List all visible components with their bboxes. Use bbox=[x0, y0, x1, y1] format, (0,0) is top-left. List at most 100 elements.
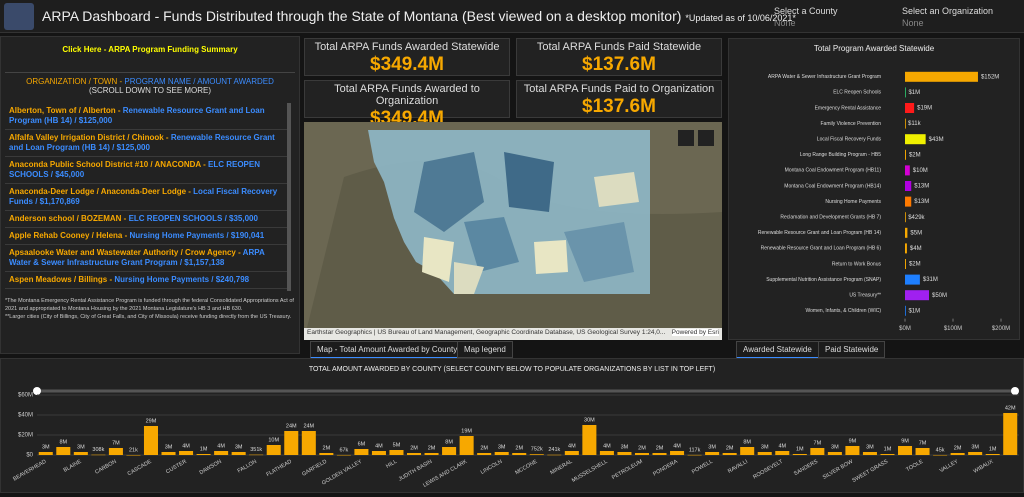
bookmark-button[interactable] bbox=[698, 130, 714, 146]
x-tick-label: PETROLEUM bbox=[611, 459, 644, 482]
value-label: 2M bbox=[428, 445, 436, 451]
org-item[interactable]: Anaconda-Deer Lodge / Anaconda-Deer Lodg… bbox=[5, 184, 287, 211]
slider-handle[interactable] bbox=[1011, 387, 1019, 395]
category-label: Local Fiscal Recovery Funds bbox=[817, 137, 882, 143]
value-label: 4M bbox=[603, 443, 611, 449]
bar bbox=[915, 448, 930, 455]
category-label: ELC Reopen Schools bbox=[833, 90, 881, 96]
y-tick-label: $40M bbox=[18, 413, 33, 419]
bar bbox=[905, 274, 920, 285]
bar bbox=[845, 446, 860, 455]
bar bbox=[670, 451, 685, 455]
bar bbox=[634, 453, 649, 455]
county-region bbox=[594, 172, 639, 207]
category-label: Reclamation and Development Grants (HB 7… bbox=[780, 215, 881, 221]
value-label: 1M bbox=[200, 446, 208, 452]
tab[interactable]: Paid Statewide bbox=[818, 341, 886, 358]
kpi: Total ARPA Funds Paid Statewide $137.6M bbox=[516, 38, 722, 76]
value-label: 3M bbox=[866, 444, 874, 450]
bar bbox=[898, 446, 913, 455]
value-label: 7M bbox=[919, 440, 927, 446]
org-item[interactable]: Anderson school / BOZEMAN - ELC REOPEN S… bbox=[5, 211, 287, 228]
org-name: Anderson school / BOZEMAN - bbox=[9, 214, 129, 223]
x-tick-label: SANDERS bbox=[793, 459, 819, 478]
bar bbox=[950, 453, 965, 455]
value-label: 8M bbox=[445, 439, 453, 445]
org-item[interactable]: Apsaalooke Water and Wastewater Authorit… bbox=[5, 245, 287, 272]
value-label: 3M bbox=[621, 444, 629, 450]
bar bbox=[442, 447, 457, 455]
county-region bbox=[464, 217, 519, 272]
bar bbox=[407, 453, 422, 455]
bar bbox=[266, 445, 281, 455]
org-list[interactable]: Alberton, Town of / Alberton - Renewable… bbox=[5, 103, 291, 291]
bar bbox=[56, 447, 71, 455]
value-label: 8M bbox=[743, 439, 751, 445]
bar bbox=[905, 71, 978, 82]
bar bbox=[319, 453, 334, 455]
x-tick-label: RAVALLI bbox=[727, 459, 749, 475]
category-label: US Treasury** bbox=[849, 293, 881, 299]
bar bbox=[905, 243, 907, 254]
value-label: 3M bbox=[971, 444, 979, 450]
bar bbox=[389, 450, 404, 455]
org-name: Alfalfa Valley Irrigation District / Chi… bbox=[9, 133, 171, 142]
logo bbox=[4, 3, 34, 30]
summary-link[interactable]: Click Here - ARPA Program Funding Summar… bbox=[62, 45, 238, 54]
bar bbox=[529, 454, 544, 455]
value-label: 3M bbox=[42, 444, 50, 450]
left-panel: Click Here - ARPA Program Funding Summar… bbox=[0, 36, 300, 354]
search-button[interactable] bbox=[678, 130, 694, 146]
x-tick-label: BLAINE bbox=[63, 459, 83, 474]
org-label: Select an Organization bbox=[902, 6, 994, 16]
org-item[interactable]: Apple Rehab Cooney / Helena - Nursing Ho… bbox=[5, 228, 287, 245]
heading-org: ORGANIZATION / TOWN - bbox=[26, 77, 125, 86]
bar bbox=[459, 436, 474, 455]
bar bbox=[862, 452, 877, 455]
value-label: $1M bbox=[908, 90, 920, 96]
tab[interactable]: Map - Total Amount Awarded by County bbox=[310, 341, 465, 359]
map[interactable]: Earthstar Geographics | US Bureau of Lan… bbox=[304, 122, 722, 340]
tab[interactable]: Awarded Statewide bbox=[736, 341, 819, 359]
attribution: Earthstar Geographics | US Bureau of Lan… bbox=[307, 329, 666, 336]
value-label: 3M bbox=[165, 444, 173, 450]
x-tick-label: WIBAUX bbox=[973, 459, 995, 475]
bar bbox=[231, 452, 246, 455]
heading-note: (SCROLL DOWN TO SEE MORE) bbox=[88, 86, 212, 95]
y-tick-label: $60M bbox=[18, 393, 33, 399]
org-item[interactable]: Anaconda Public School District #10 / AN… bbox=[5, 157, 287, 184]
x-tick-label: CARBON bbox=[94, 459, 117, 476]
program-chart: Total Program Awarded Statewide $0M $100M $… bbox=[758, 44, 1010, 332]
category-label: Montana Coal Endowment Program (HB11) bbox=[785, 168, 882, 174]
bar bbox=[126, 454, 141, 456]
slider-handle[interactable] bbox=[33, 387, 41, 395]
value-label: 30M bbox=[584, 417, 595, 423]
x-tick-label: GARFIELD bbox=[301, 459, 328, 478]
value-label: 2M bbox=[726, 445, 734, 451]
value-label: 2M bbox=[638, 445, 646, 451]
bar bbox=[905, 118, 906, 129]
value-label: 117k bbox=[689, 447, 701, 453]
value-label: 241k bbox=[548, 447, 560, 453]
org-item[interactable]: Alberton, Town of / Alberton - Renewable… bbox=[5, 103, 287, 130]
value-label: 19M bbox=[461, 428, 472, 434]
value-label: $31M bbox=[923, 277, 938, 283]
county-select[interactable]: None bbox=[774, 18, 796, 28]
bar bbox=[652, 453, 667, 455]
value-label: $11k bbox=[908, 121, 922, 127]
org-name: Alberton, Town of / Alberton - bbox=[9, 106, 123, 115]
county-region bbox=[414, 152, 484, 232]
value-label: 7M bbox=[814, 440, 822, 446]
bar bbox=[757, 452, 772, 455]
value-label: 8M bbox=[59, 439, 67, 445]
value-label: 21k bbox=[129, 447, 138, 453]
footnotes: *The Montana Emergency Rental Assistance… bbox=[1, 291, 299, 327]
org-select[interactable]: None bbox=[902, 18, 924, 28]
tab[interactable]: Map legend bbox=[457, 341, 513, 358]
value-label: 4M bbox=[568, 443, 576, 449]
x-tick-label: SILVER BOW bbox=[822, 458, 855, 481]
map-canvas bbox=[304, 122, 722, 340]
org-item[interactable]: Alfalfa Valley Irrigation District / Chi… bbox=[5, 130, 287, 157]
org-item[interactable]: Aspen Meadows / Billings - Nursing Home … bbox=[5, 272, 287, 289]
